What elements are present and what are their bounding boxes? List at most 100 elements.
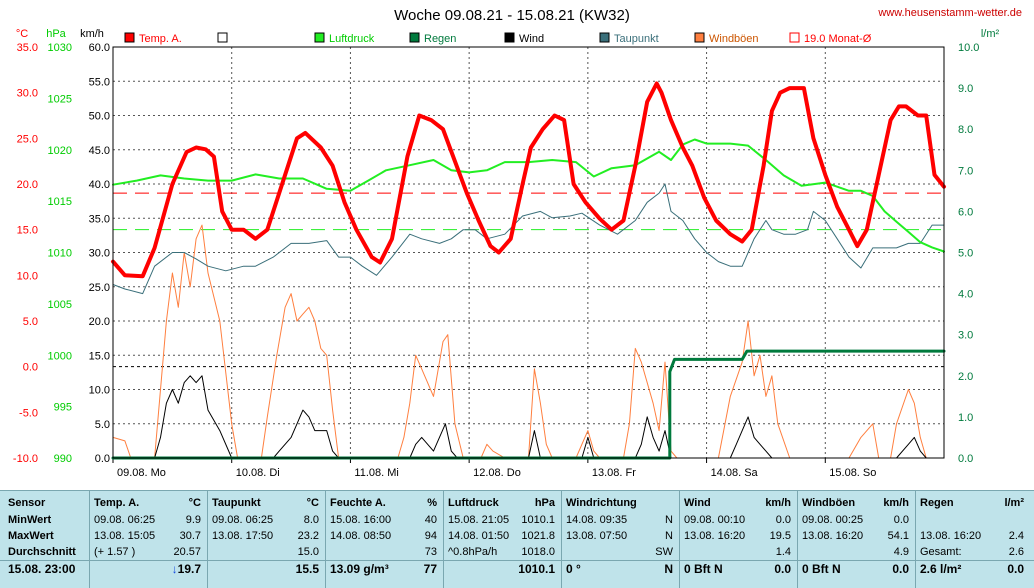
table-column: Temp. A. °C 09.08. 06:25 9.9 13.08. 15:05 30.… bbox=[90, 491, 208, 588]
temp-tick-label: -10.0 bbox=[13, 453, 38, 465]
table-cell: 13.08. 17:50 bbox=[212, 530, 274, 542]
legend-swatch bbox=[504, 32, 515, 43]
table-cell: 15.08. 21:05 bbox=[448, 514, 510, 526]
pressure-tick-label: 1020 bbox=[48, 145, 72, 157]
table-column: Sensor MinWert MaxWert Durchschnitt 15.08. 2… bbox=[4, 491, 90, 588]
axis-labels: 35.0 30.0 25.0 20.0 15.0 10.0 5.0 0.0 -5.0 -10.0 1… bbox=[13, 42, 980, 479]
table-column: Windrichtung 14.08. 09:35 N 13.08. 07:50 N SW… bbox=[562, 491, 680, 588]
x-tick-label: 14.08. Sa bbox=[711, 467, 759, 479]
x-tick-label: 12.08. Do bbox=[473, 467, 521, 479]
table-value: 4.9 bbox=[893, 546, 909, 558]
table-value: °C bbox=[188, 497, 201, 509]
wind-tick-label: 10.0 bbox=[89, 385, 110, 397]
table-cell: Luftdruck bbox=[448, 497, 499, 509]
legend-swatch bbox=[694, 32, 705, 43]
series-layer bbox=[111, 81, 946, 460]
table-cell: 13.09 g/m³ bbox=[330, 562, 389, 576]
legend-label: Taupunkt bbox=[614, 33, 659, 45]
legend-swatch bbox=[789, 32, 800, 43]
table-cell: 13.08. 16:20 bbox=[802, 530, 864, 542]
series-wind bbox=[112, 375, 945, 459]
rain-tick-label: 5.0 bbox=[958, 248, 973, 260]
table-cell: (+ 1.57 ) bbox=[94, 546, 136, 558]
wind-tick-label: 60.0 bbox=[89, 42, 110, 54]
pressure-tick-label: 1010 bbox=[48, 248, 72, 260]
table-cell: Feuchte A. bbox=[330, 497, 386, 509]
table-column: Luftdruck hPa 15.08. 21:05 1010.1 14.08. 01:… bbox=[444, 491, 562, 588]
x-tick-label: 10.08. Di bbox=[236, 467, 280, 479]
table-cell: MinWert bbox=[8, 514, 52, 526]
table-cell: 13.08. 16:20 bbox=[920, 530, 982, 542]
legend-swatch bbox=[314, 32, 325, 43]
table-value: °C bbox=[306, 497, 319, 509]
table-value: 1.4 bbox=[775, 546, 791, 558]
x-tick-label: 09.08. Mo bbox=[117, 467, 166, 479]
temp-tick-label: 0.0 bbox=[23, 362, 38, 374]
rain-tick-label: 3.0 bbox=[958, 330, 973, 342]
table-value: 94 bbox=[424, 530, 437, 542]
table-column: Feuchte A.% 15.08. 16:00 40 14.08. 08:50 94 7… bbox=[326, 491, 444, 588]
table-cell: 2.6 l/m² bbox=[920, 562, 962, 576]
series-taupunkt bbox=[112, 183, 945, 295]
table-value: 2.4 bbox=[1008, 530, 1024, 542]
pressure-tick-label: 990 bbox=[54, 453, 72, 465]
wind-tick-label: 25.0 bbox=[89, 282, 110, 294]
table-cell: ^0.8hPa/h bbox=[448, 546, 498, 558]
wind-unit: km/h bbox=[80, 28, 104, 40]
chart-title: Woche 09.08.21 - 15.08.21 (KW32) bbox=[394, 7, 630, 24]
temp-tick-label: 20.0 bbox=[17, 179, 38, 191]
table-value: hPa bbox=[534, 497, 555, 509]
temp-tick-label: 5.0 bbox=[23, 316, 38, 328]
rain-unit: l/m² bbox=[981, 28, 1000, 40]
table-value: 15.5 bbox=[295, 562, 319, 576]
legend-label: Luftdruck bbox=[329, 33, 375, 45]
table-value: km/h bbox=[765, 497, 791, 509]
table-value: 20.57 bbox=[173, 546, 201, 558]
temp-tick-label: 25.0 bbox=[17, 133, 38, 145]
wind-tick-label: 0.0 bbox=[95, 453, 110, 465]
legend-swatch bbox=[124, 32, 135, 43]
table-cell: 09.08. 00:25 bbox=[802, 514, 864, 526]
temp-unit: °C bbox=[16, 28, 28, 40]
table-cell: Windböen bbox=[802, 497, 856, 509]
grid bbox=[113, 47, 944, 458]
rain-tick-label: 1.0 bbox=[958, 412, 973, 424]
table-cell: Gesamt: bbox=[920, 546, 962, 558]
series-temp-a bbox=[111, 81, 946, 279]
legend-label: Windböen bbox=[709, 33, 759, 45]
table-cell: 0 Bft N bbox=[802, 562, 841, 576]
temp-tick-label: 35.0 bbox=[17, 42, 38, 54]
pressure-tick-label: 1015 bbox=[48, 196, 72, 208]
rain-tick-label: 8.0 bbox=[958, 124, 973, 136]
pressure-tick-label: 1005 bbox=[48, 299, 72, 311]
table-cell: Taupunkt bbox=[212, 497, 261, 509]
table-total-separator bbox=[0, 560, 1034, 561]
legend-label: Wind bbox=[519, 33, 544, 45]
table-cell: 09.08. 00:10 bbox=[684, 514, 746, 526]
legend-swatch bbox=[409, 32, 420, 43]
table-value: N bbox=[665, 514, 673, 526]
pressure-tick-label: 1025 bbox=[48, 93, 72, 105]
site-link[interactable]: www.heusenstamm-wetter.de bbox=[877, 7, 1022, 19]
table-value: % bbox=[427, 497, 437, 509]
wind-tick-label: 50.0 bbox=[89, 111, 110, 123]
table-value: 30.7 bbox=[179, 530, 201, 542]
wind-tick-label: 20.0 bbox=[89, 316, 110, 328]
table-cell: Regen bbox=[920, 497, 954, 509]
table-cell: 15.08. 16:00 bbox=[330, 514, 392, 526]
table-value: 77 bbox=[423, 562, 437, 576]
pressure-tick-label: 1030 bbox=[48, 42, 72, 54]
table-value: l/m² bbox=[1004, 497, 1024, 509]
table-cell: Windrichtung bbox=[566, 497, 637, 509]
table-value: SW bbox=[655, 546, 673, 558]
trend-down-icon: ↓ bbox=[171, 562, 178, 576]
x-tick-label: 15.08. So bbox=[829, 467, 876, 479]
table-column: Regen l/m² 13.08. 16:20 2.4 Gesamt: 2.6 2.6 l/… bbox=[916, 491, 1030, 588]
table-value: km/h bbox=[883, 497, 909, 509]
weather-chart: Woche 09.08.21 - 15.08.21 (KW32) www.heu… bbox=[13, 7, 1022, 479]
series-windb-en bbox=[112, 224, 945, 459]
wind-tick-label: 35.0 bbox=[89, 213, 110, 225]
legend-label: 19.0 Monat-Ø bbox=[804, 33, 872, 45]
temp-tick-label: 15.0 bbox=[17, 225, 38, 237]
table-cell: 09.08. 06:25 bbox=[94, 514, 156, 526]
